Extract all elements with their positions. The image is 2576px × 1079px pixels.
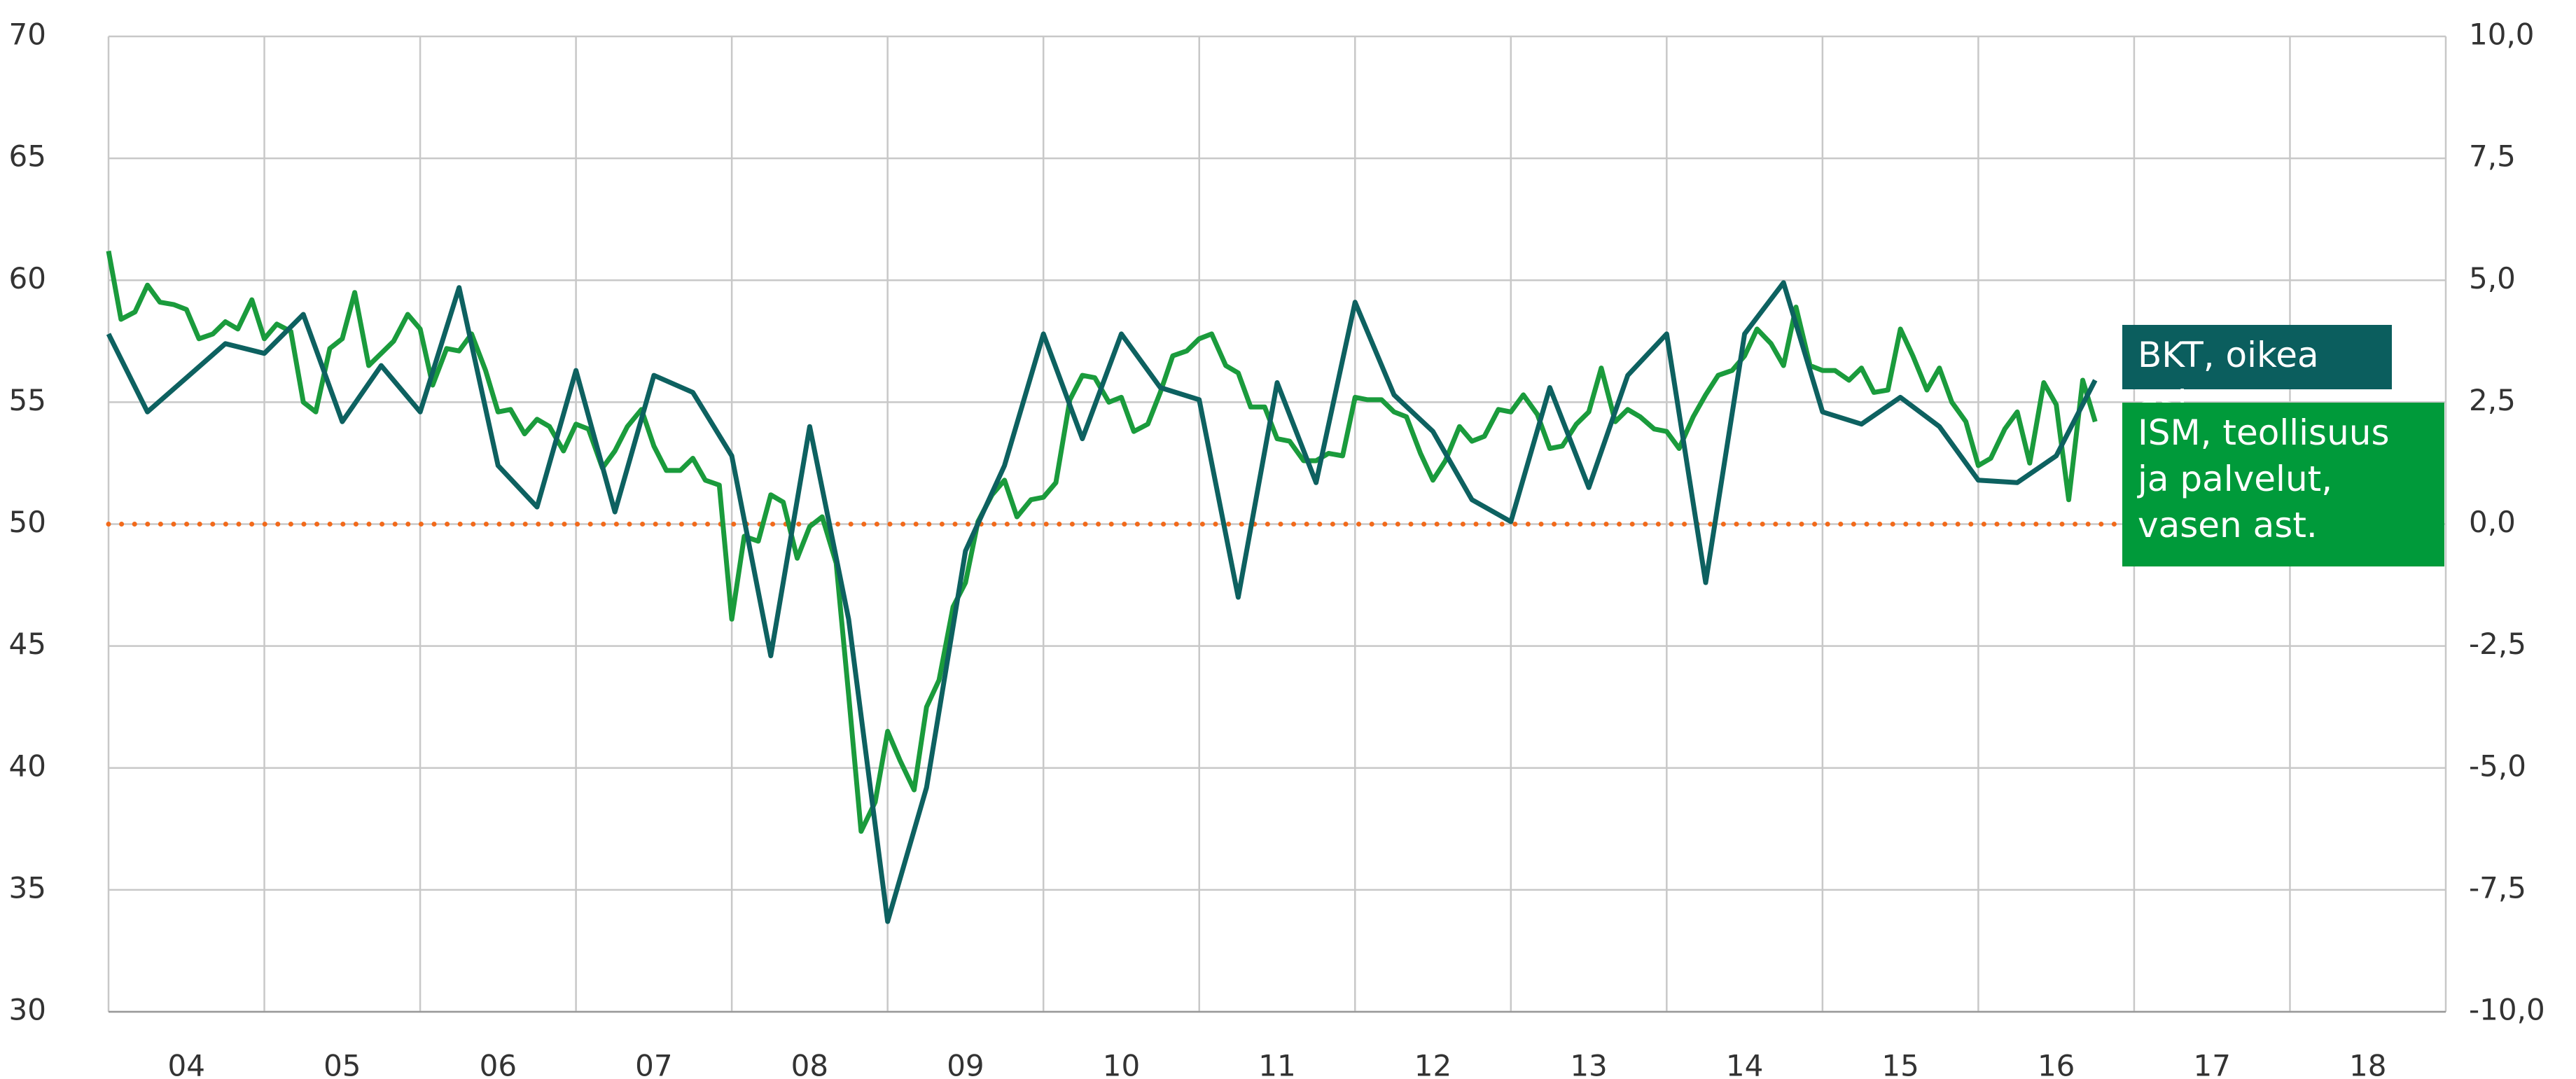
x-tick-label: 06 [480,1049,517,1079]
series-line [106,280,2098,924]
x-tick-label: 18 [2349,1049,2386,1079]
x-tick-label: 11 [1258,1049,1295,1079]
x-tick-label: 08 [791,1049,828,1079]
y-tick-label: 35 [9,870,46,905]
series-line [106,250,2098,834]
y2-tick-label: 2,5 [2469,383,2516,417]
x-tick-label: 05 [323,1049,361,1079]
x-tick-label: 04 [168,1049,205,1079]
legend-entry: BKT, oikea ast. [2122,325,2392,422]
x-tick-label: 09 [947,1049,984,1079]
y-tick-label: 40 [9,749,46,783]
x-tick-label: 16 [2038,1049,2075,1079]
y2-tick-label: -5,0 [2469,749,2526,783]
x-tick-label: 13 [1570,1049,1607,1079]
y2-tick-label: 5,0 [2469,261,2516,295]
x-tick-label: 17 [2193,1049,2230,1079]
x-tick-label: 10 [1103,1049,1140,1079]
y-tick-label: 50 [9,505,46,539]
y2-tick-label: -7,5 [2469,870,2526,905]
y-tick-label: 70 [9,18,46,52]
y-tick-label: 60 [9,261,46,295]
y-tick-label: 45 [9,627,46,661]
y2-tick-label: -2,5 [2469,627,2526,661]
x-tick-label: 07 [635,1049,672,1079]
y2-tick-label: 7,5 [2469,139,2516,174]
y2-tick-label: 10,0 [2469,18,2535,52]
y-tick-label: 55 [9,383,46,417]
y2-tick-label: 0,0 [2469,505,2516,539]
y2-tick-label: -10,0 [2469,993,2545,1027]
x-tick-label: 12 [1414,1049,1451,1079]
y-tick-label: 30 [9,993,46,1027]
y-tick-label: 65 [9,139,46,174]
x-tick-label: 15 [1881,1049,1919,1079]
legend-entry: ISM, teollisuus ja palvelut, vasen ast. [2122,403,2444,566]
x-tick-label: 14 [1726,1049,1763,1079]
